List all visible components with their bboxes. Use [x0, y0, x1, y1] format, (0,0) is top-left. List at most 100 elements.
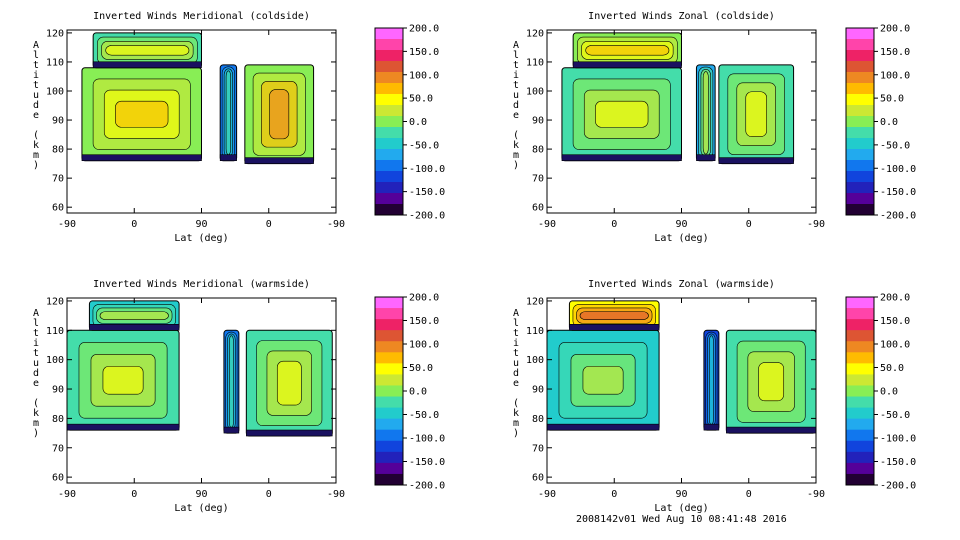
y-tick-label: 110	[46, 57, 64, 68]
colorbar-segment	[375, 341, 403, 353]
colorbar-tick-label: -200.0	[880, 211, 916, 222]
contour-band	[758, 362, 785, 402]
colorbar-segment	[846, 160, 874, 172]
colorbar-tick-label: -50.0	[409, 410, 439, 421]
x-tick-label: 0	[746, 219, 752, 230]
contour-band	[225, 70, 232, 156]
colorbar-segment	[375, 116, 403, 128]
y-axis-label-char: t	[33, 80, 39, 91]
y-tick-label: 100	[526, 355, 544, 366]
chart-panel-4: Inverted Winds Zonal (warmside) 120 110 100…	[513, 279, 916, 514]
y-tick-label: 70	[52, 443, 64, 454]
colorbar-segment	[375, 72, 403, 84]
y-axis-label-char: u	[33, 90, 39, 101]
x-tick-label: -90	[58, 219, 76, 230]
colorbar-segment	[846, 138, 874, 150]
x-tick-label: 90	[195, 219, 207, 230]
contour-band	[89, 324, 180, 331]
y-axis-label-char: u	[33, 358, 39, 369]
y-tick-label: 60	[532, 203, 544, 214]
y-axis-label-char: i	[513, 70, 519, 81]
colorbar-segment	[846, 330, 874, 342]
colorbar-segment	[846, 440, 874, 453]
colorbar-segment	[375, 297, 403, 309]
y-tick-label: 120	[46, 296, 64, 307]
y-axis-label-char: t	[513, 60, 519, 71]
colorbar-segment	[375, 204, 403, 216]
colorbar-segment	[375, 473, 403, 486]
x-tick-label: 0	[266, 489, 272, 500]
colorbar-tick-label: 50.0	[409, 94, 433, 105]
colorbar-segment	[375, 127, 403, 139]
chart-panel-2: Inverted Winds Zonal (coldside) 120 110 100…	[513, 11, 916, 244]
y-axis-label-char: u	[513, 358, 519, 369]
contour-band	[572, 61, 682, 69]
x-tick-label: 90	[675, 489, 687, 500]
x-tick-label: 0	[131, 489, 137, 500]
colorbar-segment	[846, 204, 874, 216]
y-axis-label-char: (	[33, 130, 39, 141]
colorbar-tick-label: 200.0	[409, 24, 439, 35]
contour-band	[276, 360, 302, 406]
colorbar-segment	[375, 462, 403, 475]
colorbar-segment	[846, 396, 874, 409]
y-axis-label-char: )	[513, 428, 519, 439]
y-axis-label-char: u	[513, 90, 519, 101]
y-axis-label-char: A	[33, 308, 39, 319]
y-tick-label: 90	[52, 385, 64, 396]
y-axis-label-char: (	[513, 130, 519, 141]
contour-band	[269, 89, 290, 140]
x-tick-label: 0	[611, 219, 617, 230]
colorbar-tick-label: 200.0	[880, 24, 910, 35]
y-axis-label-char: i	[33, 70, 39, 81]
colorbar-tick-label: 200.0	[880, 293, 910, 304]
contour-band	[708, 335, 714, 426]
colorbar-tick-label: -50.0	[880, 140, 910, 151]
colorbar-segment	[375, 440, 403, 453]
colorbar-segment	[846, 149, 874, 161]
colorbar-segment	[375, 418, 403, 431]
y-axis-label-char: m	[33, 150, 39, 161]
colorbar-tick-label: -100.0	[880, 434, 916, 445]
y-axis-label-char: d	[33, 368, 39, 379]
x-tick-label: -90	[538, 219, 556, 230]
contour-band	[92, 61, 202, 69]
colorbar-tick-label: 150.0	[880, 316, 910, 327]
y-tick-label: 80	[52, 145, 64, 156]
contour-band	[244, 157, 314, 164]
colorbar-segment	[375, 138, 403, 150]
y-axis-label-char: e	[513, 378, 519, 389]
y-axis-label-char: m	[33, 418, 39, 429]
colorbar-segment	[375, 39, 403, 51]
y-axis-label-char: l	[513, 50, 519, 61]
x-axis-label: Lat (deg)	[174, 503, 228, 514]
x-tick-label: -90	[327, 219, 345, 230]
x-tick-label: 0	[266, 219, 272, 230]
contour-band	[66, 423, 180, 431]
y-axis-label-char: t	[33, 328, 39, 339]
colorbar-segment	[846, 473, 874, 486]
colorbar-segment	[375, 385, 403, 398]
colorbar-tick-label: 50.0	[880, 94, 904, 105]
chart-panel-3: Inverted Winds Meridional (warmside) 120 1…	[33, 279, 445, 514]
y-axis-label-char: i	[513, 338, 519, 349]
y-tick-label: 120	[526, 296, 544, 307]
colorbar-segment	[375, 105, 403, 117]
y-axis-label-char: t	[513, 80, 519, 91]
colorbar-tick-label: -200.0	[409, 211, 445, 222]
y-axis-label-char: k	[513, 140, 519, 151]
contour-band	[582, 365, 624, 395]
colorbar-segment	[375, 83, 403, 95]
y-axis-label-char: )	[33, 428, 39, 439]
colorbar-tick-label: 0.0	[409, 117, 427, 128]
contour-band	[696, 154, 716, 162]
colorbar-segment	[375, 182, 403, 194]
colorbar-segment	[846, 308, 874, 320]
contour-band	[745, 91, 767, 138]
y-tick-label: 60	[52, 473, 64, 484]
contour-band	[219, 154, 237, 162]
colorbar-tick-label: 50.0	[409, 363, 433, 374]
y-axis-label-char: k	[513, 408, 519, 419]
colorbar-tick-label: 0.0	[409, 387, 427, 398]
